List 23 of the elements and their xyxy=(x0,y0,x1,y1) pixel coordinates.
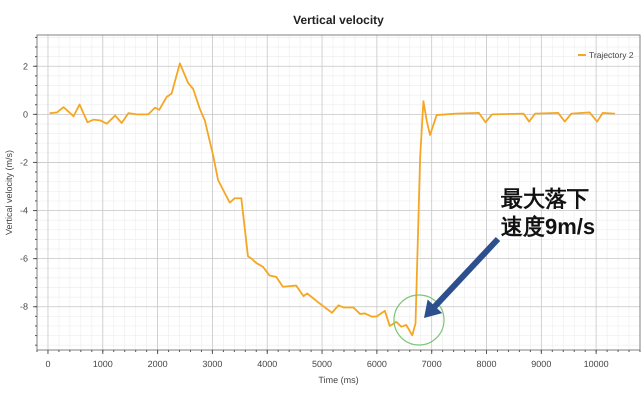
y-tick-label: 0 xyxy=(22,109,28,120)
x-tick-label: 9000 xyxy=(531,359,552,369)
x-tick-label: 2000 xyxy=(148,359,168,369)
legend-label: Trajectory 2 xyxy=(589,50,634,60)
x-tick-label: 0 xyxy=(45,359,50,369)
y-axis-title: Vertical velocity (m/s) xyxy=(4,150,14,236)
line-series xyxy=(49,62,616,336)
x-tick-label: 10000 xyxy=(584,359,609,369)
y-tick-label: -6 xyxy=(20,254,28,264)
chart-title: Vertical velocity xyxy=(293,13,384,27)
x-tick-label: 4000 xyxy=(257,359,278,369)
y-tick-label: -2 xyxy=(20,157,28,168)
x-tick-label: 8000 xyxy=(476,359,497,369)
x-tick-label: 1000 xyxy=(92,359,113,369)
x-tick-label: 6000 xyxy=(366,359,387,369)
x-tick-label: 7000 xyxy=(422,359,442,369)
annotation: 最大落下速度9m/s xyxy=(500,186,596,239)
x-tick-label: 5000 xyxy=(312,359,332,369)
y-tick-label: -8 xyxy=(20,302,28,312)
x-tick-label: 3000 xyxy=(202,359,222,369)
y-tick-label: 2 xyxy=(22,61,28,72)
x-axis-title: Time (ms) xyxy=(318,375,359,385)
y-tick-label: -4 xyxy=(20,206,28,216)
